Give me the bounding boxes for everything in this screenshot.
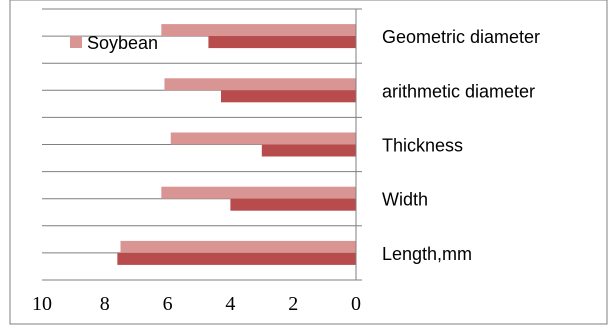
bar-series-1-0 xyxy=(161,24,356,37)
legend-swatch-soybean xyxy=(70,36,82,48)
bar-series-1-1 xyxy=(164,78,356,91)
tick-label: 8 xyxy=(100,293,110,315)
category-label: Geometric diameter xyxy=(382,27,540,47)
bar-series-1-2 xyxy=(170,132,356,145)
bar-series-2-0 xyxy=(208,36,356,49)
tick-labels: 10 8 6 4 2 0 xyxy=(32,293,361,315)
bar-series-1-4 xyxy=(120,240,356,253)
tick-label: 4 xyxy=(225,293,235,315)
legend: Soybean xyxy=(70,33,158,53)
tick-label: 0 xyxy=(351,293,361,315)
tick-label: 2 xyxy=(288,293,298,315)
bar-series-2-2 xyxy=(261,144,356,157)
category-label: Length,mm xyxy=(382,244,472,264)
bars-layer xyxy=(117,24,356,265)
tick-label: 6 xyxy=(163,293,173,315)
category-labels: Geometric diameter arithmetic diameter Thi… xyxy=(382,27,540,264)
bar-series-2-3 xyxy=(230,198,356,211)
bar-series-2-1 xyxy=(220,90,356,103)
bar-series-2-4 xyxy=(117,252,356,265)
chart-border xyxy=(9,0,608,325)
category-label: Thickness xyxy=(382,136,463,156)
category-label: Width xyxy=(382,190,428,210)
axis-layer xyxy=(355,8,362,281)
tick-label: 10 xyxy=(32,293,52,315)
category-label: arithmetic diameter xyxy=(382,81,535,101)
legend-label-soybean: Soybean xyxy=(87,33,158,53)
bar-series-1-3 xyxy=(161,186,356,199)
